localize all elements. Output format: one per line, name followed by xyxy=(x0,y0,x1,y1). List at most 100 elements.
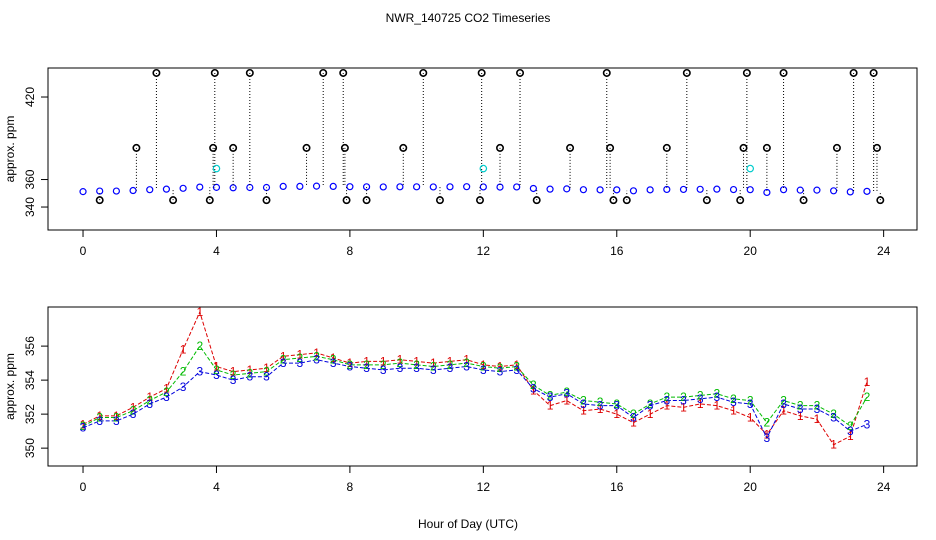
point xyxy=(329,182,337,191)
point xyxy=(696,185,704,193)
point-marker: 2 xyxy=(697,388,704,402)
point-marker: 3 xyxy=(597,399,604,413)
point-marker: 3 xyxy=(263,370,270,384)
point-marker: 3 xyxy=(547,390,554,404)
point-marker: 3 xyxy=(130,407,137,421)
point-marker: 3 xyxy=(747,397,754,411)
plot-frame xyxy=(47,306,918,467)
point xyxy=(340,143,349,152)
point-marker: 1 xyxy=(263,361,270,375)
point-marker: 1 xyxy=(280,349,287,363)
point-marker: 1 xyxy=(563,394,570,408)
point-marker: 3 xyxy=(230,373,237,387)
point xyxy=(319,68,328,77)
point-marker: 1 xyxy=(130,400,137,414)
point-marker: 2 xyxy=(497,361,504,375)
point-marker: 3 xyxy=(797,402,804,416)
point xyxy=(346,183,354,191)
point xyxy=(362,183,371,191)
x-tick-label: 0 xyxy=(80,480,87,494)
point-marker: 3 xyxy=(647,399,654,413)
point-marker: 2 xyxy=(647,397,654,411)
series-line xyxy=(82,345,868,427)
point-marker: 1 xyxy=(730,404,737,418)
point-marker: 3 xyxy=(714,390,721,404)
point xyxy=(479,183,487,191)
point xyxy=(713,185,721,193)
point-marker: 1 xyxy=(213,360,220,374)
point xyxy=(152,68,161,77)
point-marker: 3 xyxy=(297,356,304,370)
x-tick-label: 4 xyxy=(213,480,220,494)
point xyxy=(746,164,755,173)
point-marker: 3 xyxy=(663,394,670,408)
point-marker: 3 xyxy=(113,414,120,428)
point-marker: 3 xyxy=(580,397,587,411)
y-tick-label: 350 xyxy=(23,438,37,458)
point xyxy=(622,196,631,205)
x-tick-label: 20 xyxy=(744,480,758,494)
point xyxy=(799,196,808,205)
point xyxy=(477,68,486,77)
point xyxy=(702,196,711,205)
point-marker: 3 xyxy=(513,363,520,377)
point xyxy=(146,186,154,194)
point-marker: 2 xyxy=(380,358,387,372)
point xyxy=(339,68,348,77)
point xyxy=(566,143,575,152)
point-marker: 2 xyxy=(280,353,287,367)
y-tick-label: 420 xyxy=(23,87,37,107)
point xyxy=(169,196,178,205)
point xyxy=(813,186,821,194)
point-marker: 3 xyxy=(163,390,170,404)
point-marker: 2 xyxy=(397,356,404,370)
point xyxy=(579,186,588,194)
point xyxy=(613,186,621,194)
point-marker: 1 xyxy=(313,346,320,360)
point-marker: 3 xyxy=(864,417,871,431)
point-marker: 2 xyxy=(130,404,137,418)
chart-title: NWR_140725 CO2 Timeseries xyxy=(386,11,551,25)
point xyxy=(296,182,304,191)
point-marker: 3 xyxy=(213,368,220,382)
point-marker: 1 xyxy=(814,412,821,426)
point xyxy=(729,185,738,194)
point xyxy=(602,68,611,77)
point-marker: 1 xyxy=(463,353,470,367)
series-line xyxy=(82,310,868,446)
x-tick-label: 20 xyxy=(744,244,758,258)
point xyxy=(682,68,691,77)
y-axis-label: approx. ppm xyxy=(3,116,17,183)
y-tick-label: 360 xyxy=(23,169,37,189)
point-marker: 1 xyxy=(797,409,804,423)
point-marker: 1 xyxy=(697,397,704,411)
point-marker: 2 xyxy=(96,411,103,425)
point xyxy=(516,68,525,77)
point-marker: 2 xyxy=(447,358,454,372)
point-marker: 1 xyxy=(597,402,604,416)
point-marker: 1 xyxy=(663,399,670,413)
point-marker: 1 xyxy=(747,411,754,425)
point-marker: 1 xyxy=(96,409,103,423)
point xyxy=(463,183,471,191)
point-marker: 1 xyxy=(113,409,120,423)
point xyxy=(779,68,788,77)
series-line xyxy=(82,359,868,440)
point-marker: 1 xyxy=(714,399,721,413)
point xyxy=(132,143,141,152)
point-marker: 3 xyxy=(430,363,437,377)
y-tick-label: 340 xyxy=(23,197,37,217)
point-marker: 1 xyxy=(447,354,454,368)
point-marker: 3 xyxy=(347,360,354,374)
point xyxy=(302,143,311,152)
point-marker: 3 xyxy=(280,356,287,370)
point-marker: 1 xyxy=(847,429,854,443)
point xyxy=(396,183,404,191)
point-marker: 2 xyxy=(547,388,554,402)
point-marker: 2 xyxy=(597,395,604,409)
x-tick-label: 24 xyxy=(877,480,891,494)
point xyxy=(446,183,454,191)
point-marker: 3 xyxy=(80,421,87,435)
point xyxy=(596,186,604,194)
